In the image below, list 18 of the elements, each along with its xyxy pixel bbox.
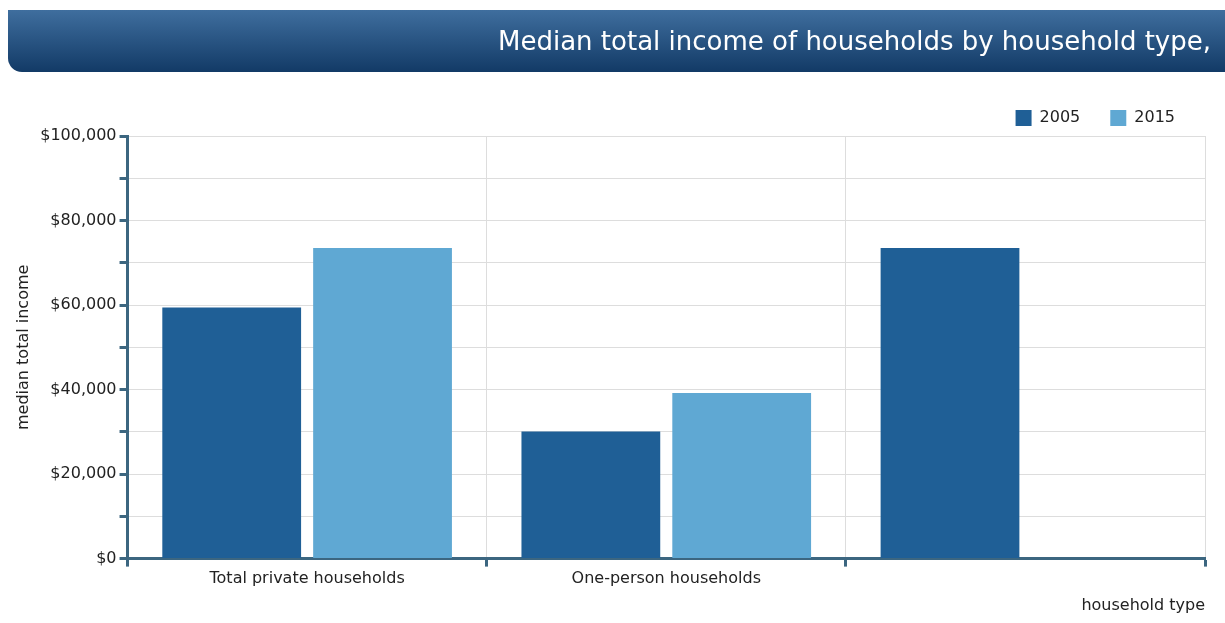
y-axis-title: median total income xyxy=(12,264,32,430)
chart-title: Median total income of households by household type, xyxy=(8,10,1225,72)
bar xyxy=(313,247,452,559)
x-tick-label: Total private households xyxy=(208,568,405,588)
y-tick-label: $60,000 xyxy=(50,294,117,314)
bar xyxy=(162,307,302,559)
y-tick-label: $80,000 xyxy=(50,209,117,229)
bar xyxy=(672,392,812,559)
x-tick-label: One-person households xyxy=(571,568,761,588)
y-tick-label: $0 xyxy=(96,547,117,567)
bar xyxy=(880,247,1020,559)
y-tick-label: $100,000 xyxy=(40,125,117,145)
y-tick-label: $40,000 xyxy=(50,378,117,398)
legend-label: 2015 xyxy=(1134,107,1175,127)
bar xyxy=(521,431,661,559)
legend-label: 2005 xyxy=(1039,107,1081,127)
y-tick-label: $20,000 xyxy=(50,463,117,483)
x-axis-title: household type xyxy=(1081,594,1205,614)
